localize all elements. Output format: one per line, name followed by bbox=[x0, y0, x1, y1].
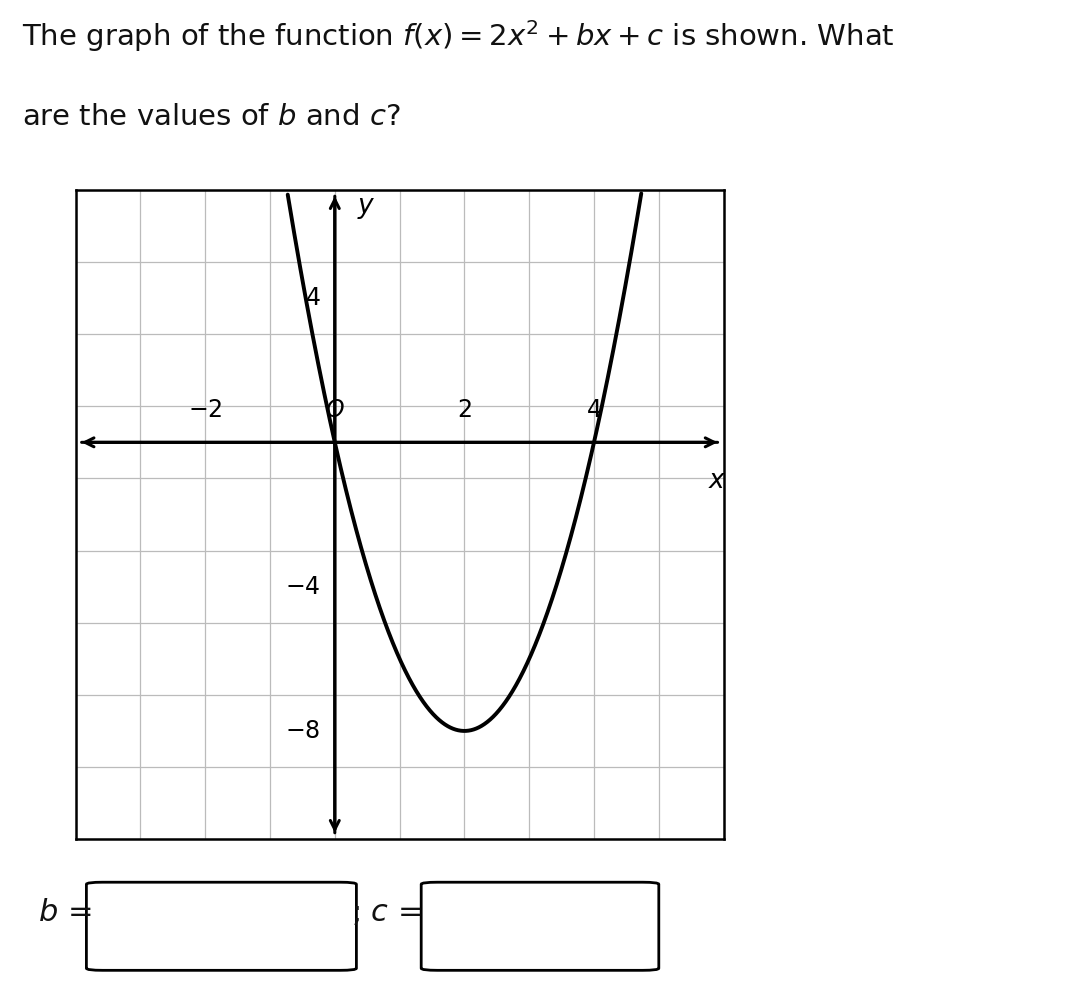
Text: $-8$: $-8$ bbox=[285, 719, 321, 743]
Text: $-2$: $-2$ bbox=[188, 399, 222, 423]
Text: $4$: $4$ bbox=[586, 399, 602, 423]
Text: $-4$: $-4$ bbox=[285, 574, 321, 598]
Text: $y$: $y$ bbox=[357, 195, 376, 221]
FancyBboxPatch shape bbox=[421, 882, 659, 970]
Text: $x$: $x$ bbox=[707, 468, 727, 494]
Text: ; $c$ =: ; $c$ = bbox=[351, 898, 422, 927]
Text: The graph of the function $f(x) = 2x^2 + bx + c$ is shown. What: The graph of the function $f(x) = 2x^2 +… bbox=[22, 18, 894, 54]
Text: $4$: $4$ bbox=[305, 286, 321, 310]
Text: $O$: $O$ bbox=[325, 399, 345, 423]
FancyBboxPatch shape bbox=[86, 882, 356, 970]
Text: are the values of $b$ and $c$?: are the values of $b$ and $c$? bbox=[22, 103, 401, 131]
Text: $2$: $2$ bbox=[457, 399, 472, 423]
Text: $b$ =: $b$ = bbox=[38, 898, 91, 927]
